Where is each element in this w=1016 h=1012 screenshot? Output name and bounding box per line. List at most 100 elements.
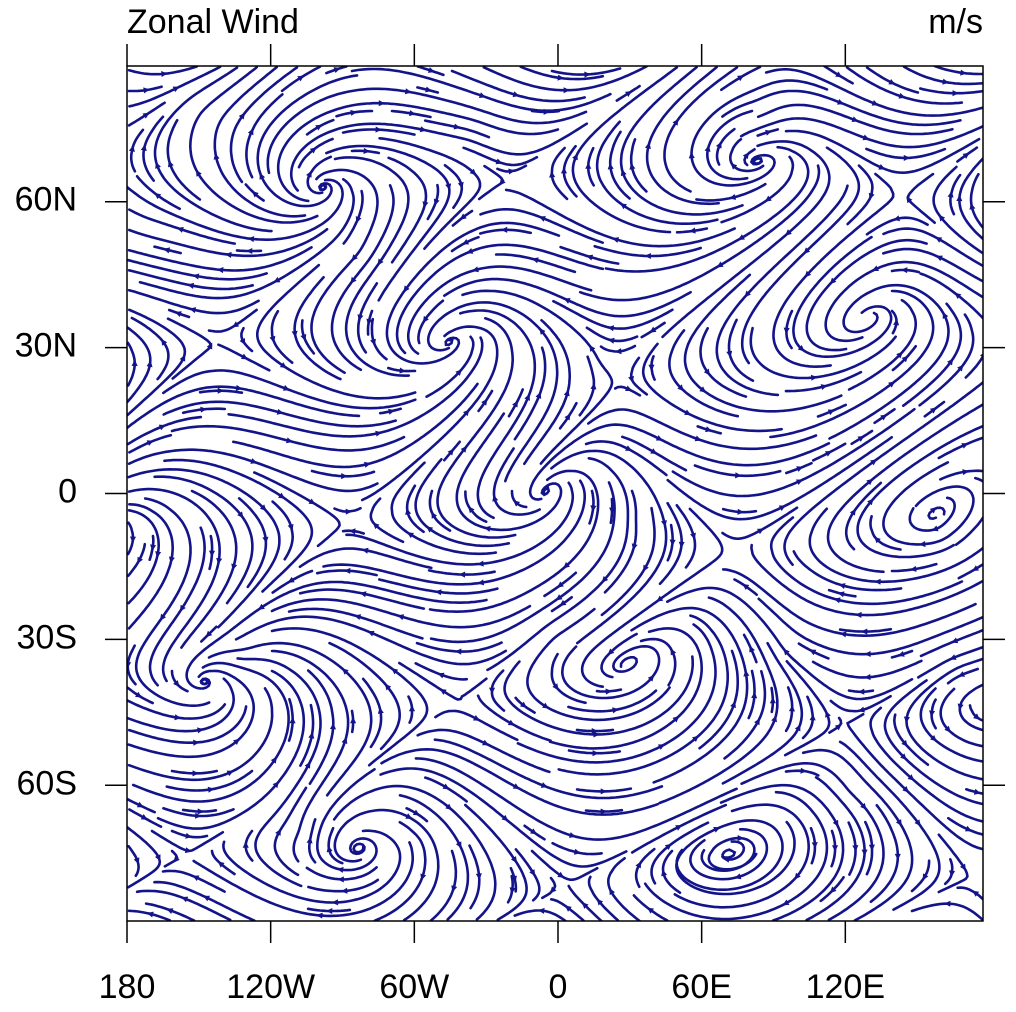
arrowhead (930, 734, 937, 742)
arrowhead (810, 374, 818, 381)
arrowhead (692, 735, 699, 743)
arrowhead (345, 508, 353, 515)
arrowhead (858, 706, 865, 713)
streamline (918, 313, 975, 407)
arrowhead (962, 152, 970, 159)
arrowhead (462, 238, 470, 245)
streamline (954, 476, 983, 546)
arrowhead (192, 273, 200, 280)
arrowhead (128, 145, 135, 152)
arrowhead (276, 408, 284, 415)
arrowhead (800, 767, 807, 774)
arrowhead (140, 814, 148, 820)
chart-title: Zonal Wind (127, 3, 299, 41)
arrowhead (664, 843, 672, 851)
arrowhead (797, 344, 805, 352)
arrowhead (341, 737, 348, 745)
arrowhead (512, 400, 518, 408)
arrowhead (242, 841, 249, 848)
arrowhead (342, 668, 349, 675)
arrowhead (507, 719, 515, 726)
arrowhead (194, 812, 202, 819)
arrowhead (730, 163, 738, 170)
arrowhead (434, 589, 442, 596)
streamline (270, 627, 429, 767)
arrowhead (355, 216, 362, 224)
streamline (127, 826, 162, 889)
arrowhead (670, 648, 677, 656)
arrowhead (675, 825, 683, 831)
streamline (968, 704, 983, 723)
arrowhead (893, 215, 901, 222)
arrowhead (406, 532, 414, 539)
arrowhead (174, 714, 182, 721)
arrowhead (690, 532, 696, 540)
arrowhead (949, 654, 957, 660)
arrowhead (644, 142, 651, 150)
streamline (135, 175, 181, 211)
arrowhead (809, 713, 816, 721)
arrowhead (984, 510, 990, 517)
arrowhead (351, 254, 358, 262)
arrowhead (585, 162, 592, 169)
arrowhead (146, 440, 154, 446)
arrowhead (703, 368, 711, 376)
arrowhead (309, 147, 317, 154)
arrowhead (460, 445, 467, 453)
arrowhead (629, 162, 636, 170)
arrowhead (625, 445, 633, 451)
arrowhead (935, 237, 943, 243)
arrowhead (749, 645, 755, 653)
arrowhead (329, 722, 337, 730)
arrowhead (142, 112, 150, 119)
streamline (958, 683, 983, 732)
arrowhead (216, 266, 224, 274)
arrowhead (635, 861, 642, 869)
arrowhead (197, 808, 204, 815)
arrowhead (270, 756, 277, 764)
arrowhead (477, 560, 484, 567)
y-tick-label: 60S (17, 764, 78, 802)
arrowhead (563, 87, 570, 94)
arrowhead (742, 152, 750, 160)
arrowhead (880, 414, 888, 421)
arrowhead (833, 597, 841, 604)
arrowhead (898, 92, 906, 99)
arrowhead (445, 803, 453, 810)
arrowhead (481, 398, 488, 406)
arrowhead (979, 353, 983, 358)
arrowhead (860, 628, 868, 635)
streamline (882, 247, 983, 283)
arrowhead (251, 191, 259, 198)
streamline (378, 137, 482, 250)
streamline (170, 669, 189, 693)
streamline (424, 776, 468, 803)
arrowhead (857, 688, 865, 695)
arrowhead (538, 216, 546, 222)
arrowhead (969, 202, 976, 210)
arrowhead (195, 169, 202, 177)
arrowhead (375, 126, 382, 133)
arrowhead (403, 285, 410, 293)
arrowhead (471, 266, 479, 273)
arrowhead (661, 869, 668, 877)
streamline (956, 886, 983, 901)
arrowhead (900, 267, 908, 274)
arrowhead (973, 713, 980, 720)
arrowhead (333, 67, 341, 73)
arrowhead (870, 459, 877, 466)
arrowhead (431, 511, 438, 519)
arrowhead (563, 562, 570, 569)
arrowhead (512, 783, 520, 789)
arrowhead (475, 873, 482, 880)
arrowhead (704, 145, 711, 152)
arrowhead (535, 391, 542, 399)
arrowhead (581, 902, 589, 909)
streamline (373, 821, 427, 921)
streamline (910, 902, 983, 921)
arrowhead (829, 277, 837, 285)
arrowhead (782, 899, 790, 906)
arrowhead (422, 315, 429, 323)
arrowhead (868, 844, 875, 851)
arrowhead (972, 565, 979, 572)
